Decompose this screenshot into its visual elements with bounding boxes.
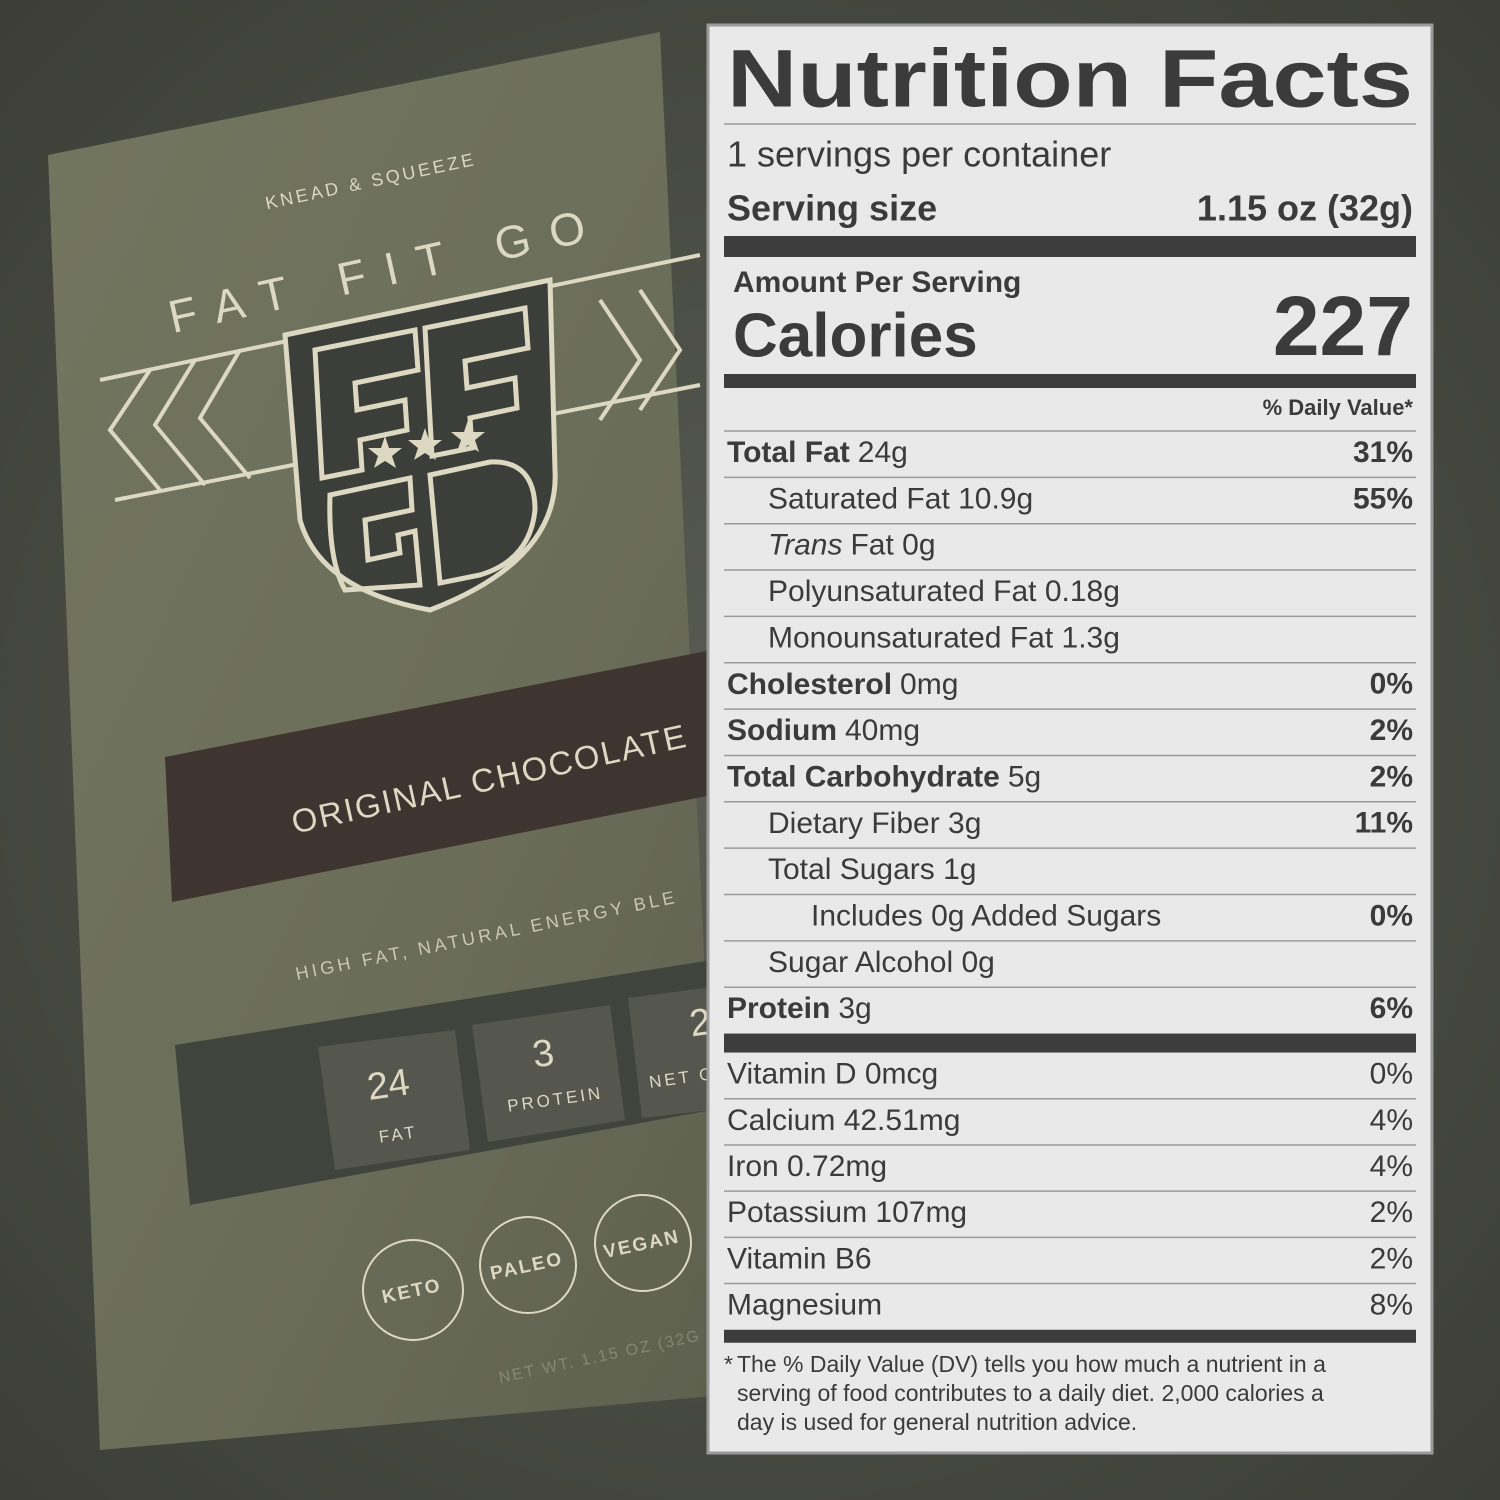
calories-value: 227 [1273, 279, 1413, 373]
nutrient-dv: 6% [1370, 992, 1413, 1025]
serving-size-label: Serving size [727, 188, 937, 229]
nutrient-name: Protein [727, 992, 830, 1025]
nutrient-row: Includes 0g Added Sugars [811, 899, 1161, 932]
footnote-line: The % Daily Value (DV) tells you how muc… [737, 1351, 1326, 1377]
macro-box [318, 1030, 470, 1170]
badge-circle [594, 1194, 692, 1292]
amount-per-serving: Amount Per Serving [733, 266, 1021, 299]
nutrient-amount: 3g [838, 992, 871, 1025]
flavor-band [165, 650, 712, 902]
nutrient-name: Polyunsaturated Fat 0.18g [768, 575, 1120, 608]
logo-stars [368, 420, 485, 468]
vitamin-dv: 2% [1370, 1242, 1413, 1275]
vitamin-name: Calcium 42.51mg [727, 1104, 960, 1137]
nutrient-dv: 0% [1370, 899, 1413, 932]
servings: 1 servings per container [727, 134, 1111, 175]
thick-rule [724, 1033, 1416, 1053]
nutrient-row: Monounsaturated Fat 1.3g [768, 621, 1120, 654]
footnote-line: day is used for general nutrition advice… [737, 1409, 1137, 1435]
nutrient-name: Sodium [727, 714, 837, 747]
badge-circle [479, 1216, 577, 1314]
macro-box [628, 987, 712, 1118]
nutrient-name: Monounsaturated Fat 1.3g [768, 621, 1120, 654]
nutrient-name: Total Fat [727, 436, 850, 469]
vitamin-name: Magnesium [727, 1289, 882, 1322]
nutrient-dv: 0% [1370, 668, 1413, 701]
package: KNEAD & SQUEEZE FAT FIT GO ORIGINAL CHOC… [48, 32, 725, 1450]
serving-size: 1.15 oz (32g) [1197, 188, 1413, 229]
thick-rule [724, 1329, 1416, 1343]
nutrient-dv: 11% [1355, 807, 1413, 840]
vitamin-name: Potassium 107mg [727, 1196, 967, 1229]
nutrient-amount: 0mg [900, 668, 958, 701]
nutrient-name: Total Carbohydrate [727, 760, 1000, 793]
badge-circle [362, 1239, 464, 1341]
vitamin-dv: 8% [1370, 1289, 1413, 1322]
vitamin-name: Vitamin B6 [727, 1242, 872, 1275]
vitamin-name: Vitamin D 0mcg [727, 1058, 938, 1091]
nutrient-row: Total Fat 24g [727, 436, 908, 469]
nutrient-row: Dietary Fiber 3g [768, 807, 981, 840]
nutrient-dv: 31% [1353, 436, 1413, 469]
label-panel [706, 23, 1434, 1455]
nutrient-amount: 24g [858, 436, 908, 469]
nutrient-row: Total Carbohydrate 5g [727, 760, 1041, 793]
nutrient-amount: 40mg [845, 714, 920, 747]
nutrient-name: Total Sugars 1g [768, 853, 976, 886]
nutrient-row: Sugar Alcohol 0g [768, 946, 995, 979]
footnote-line: serving of food contributes to a daily d… [737, 1380, 1324, 1406]
nutrient-amount: 5g [1008, 760, 1041, 793]
footnote-mark: * [724, 1351, 733, 1377]
vitamin-dv: 2% [1370, 1196, 1413, 1229]
nutrient-row: Trans Fat 0g [768, 529, 936, 562]
vitamin-dv: 0% [1370, 1058, 1413, 1091]
nutrient-row: Saturated Fat 10.9g [768, 482, 1033, 515]
vitamin-name: Iron 0.72mg [727, 1150, 887, 1183]
nutrient-name: Sugar Alcohol 0g [768, 946, 995, 979]
nutrient-name: Includes 0g Added Sugars [811, 899, 1161, 932]
nutrient-dv: 55% [1353, 482, 1413, 515]
macro-value: 24 [364, 1061, 412, 1108]
thick-rule [724, 236, 1416, 257]
macro-box [472, 1005, 625, 1142]
vitamin-dv: 4% [1370, 1104, 1413, 1137]
nutrient-row: Polyunsaturated Fat 0.18g [768, 575, 1120, 608]
nutrient-name: Cholesterol [727, 668, 892, 701]
calories-label: Calories [733, 301, 978, 370]
nutrient-dv: 2% [1370, 760, 1413, 793]
nutrient-row: Cholesterol 0mg [727, 668, 958, 701]
nutrient-name: Dietary Fiber 3g [768, 807, 981, 840]
daily-value-header: % Daily Value* [1263, 395, 1414, 420]
label-title: Nutrition Facts [727, 34, 1413, 125]
nutrient-italic: Trans [768, 529, 842, 562]
nutrient-row: Protein 3g [727, 992, 872, 1025]
nutrition-label: Nutrition Facts 1 servings per container S… [706, 23, 1434, 1455]
nutrient-row: Sodium 40mg [727, 714, 920, 747]
thick-rule [724, 374, 1416, 388]
nutrient-dv: 2% [1370, 714, 1413, 747]
nutrient-name: Fat 0g [850, 529, 935, 562]
nutrient-row: Total Sugars 1g [768, 853, 976, 886]
vitamin-dv: 4% [1370, 1150, 1413, 1183]
nutrient-name: Saturated Fat 10.9g [768, 482, 1033, 515]
